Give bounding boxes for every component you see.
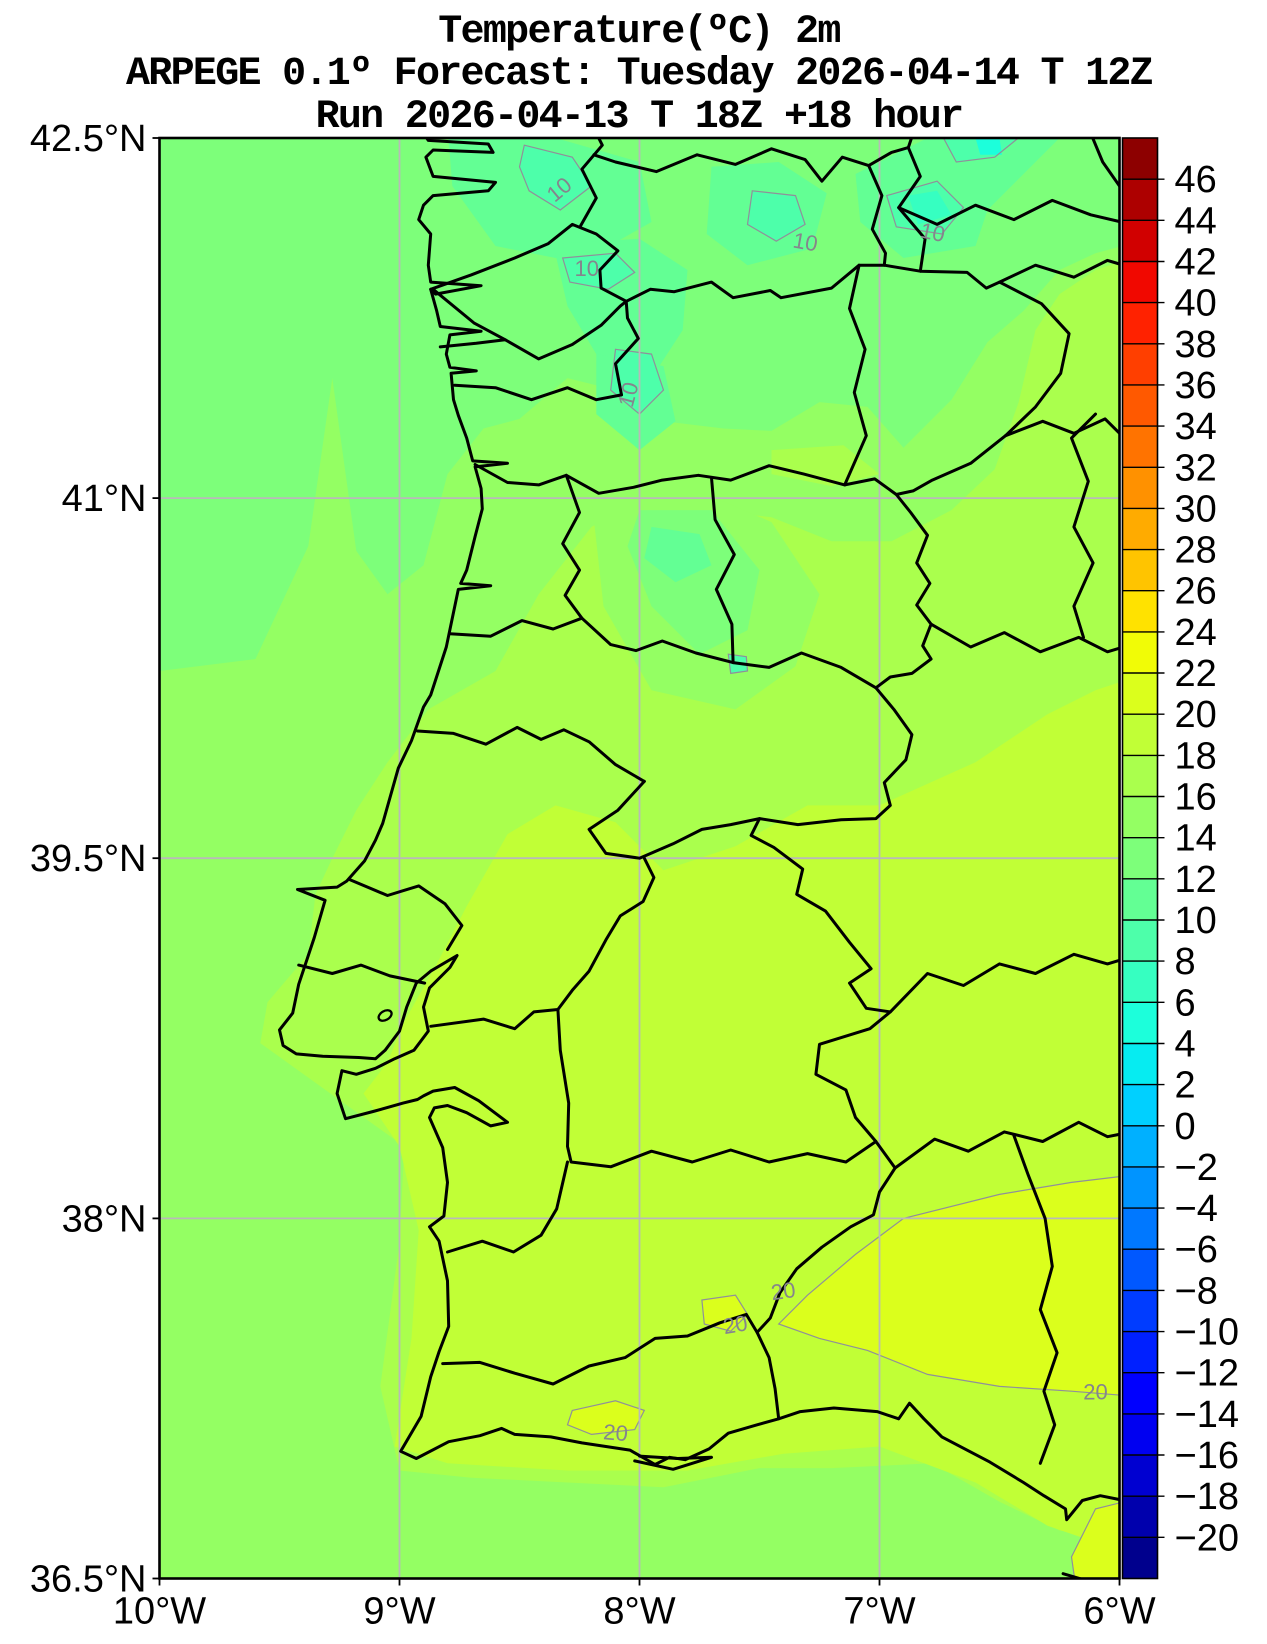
svg-text:−10: −10 (1175, 1312, 1239, 1354)
svg-text:20: 20 (769, 1277, 797, 1305)
svg-text:−18: −18 (1175, 1476, 1239, 1518)
svg-text:36.5°N: 36.5°N (30, 1559, 147, 1601)
svg-text:46: 46 (1175, 159, 1217, 201)
svg-text:26: 26 (1175, 571, 1217, 613)
svg-text:−14: −14 (1175, 1394, 1239, 1436)
svg-text:30: 30 (1175, 488, 1217, 530)
svg-text:10: 10 (918, 218, 947, 248)
svg-text:Temperature(ºC) 2m: Temperature(ºC) 2m (438, 10, 840, 55)
svg-text:20: 20 (602, 1419, 629, 1446)
svg-text:32: 32 (1175, 447, 1217, 489)
svg-text:2: 2 (1175, 1065, 1196, 1107)
svg-text:14: 14 (1175, 818, 1217, 860)
svg-text:38: 38 (1175, 324, 1217, 366)
svg-text:20: 20 (1083, 1379, 1107, 1404)
svg-text:16: 16 (1175, 777, 1217, 819)
svg-text:ARPEGE 0.1º Forecast: Tuesday: ARPEGE 0.1º Forecast: Tuesday 2026-04-14… (126, 52, 1153, 97)
svg-text:42.5°N: 42.5°N (30, 118, 147, 160)
svg-text:0: 0 (1175, 1106, 1196, 1148)
svg-text:42: 42 (1175, 242, 1217, 284)
svg-text:10: 10 (1175, 900, 1217, 942)
svg-text:6°W: 6°W (1083, 1591, 1155, 1633)
svg-text:8: 8 (1175, 941, 1196, 983)
svg-text:8°W: 8°W (603, 1591, 675, 1633)
svg-text:38°N: 38°N (62, 1198, 147, 1240)
svg-text:−8: −8 (1175, 1270, 1218, 1312)
svg-text:4: 4 (1175, 1024, 1196, 1066)
svg-text:Run 2026-04-13 T 18Z +18 hour: Run 2026-04-13 T 18Z +18 hour (316, 95, 963, 140)
svg-text:−2: −2 (1175, 1147, 1218, 1189)
svg-text:20: 20 (1175, 694, 1217, 736)
svg-text:39.5°N: 39.5°N (30, 838, 147, 880)
svg-text:10: 10 (574, 256, 598, 281)
svg-text:41°N: 41°N (62, 478, 147, 520)
svg-text:10: 10 (791, 228, 819, 257)
svg-text:28: 28 (1175, 530, 1217, 572)
svg-text:20: 20 (721, 1310, 749, 1339)
svg-text:−16: −16 (1175, 1435, 1239, 1477)
svg-text:24: 24 (1175, 612, 1217, 654)
svg-text:−12: −12 (1175, 1353, 1239, 1395)
svg-text:−4: −4 (1175, 1188, 1218, 1230)
svg-text:9°W: 9°W (363, 1591, 435, 1633)
svg-text:7°W: 7°W (843, 1591, 915, 1633)
svg-text:−6: −6 (1175, 1229, 1218, 1271)
svg-text:36: 36 (1175, 365, 1217, 407)
svg-text:22: 22 (1175, 653, 1217, 695)
svg-text:−20: −20 (1175, 1517, 1239, 1559)
svg-text:44: 44 (1175, 200, 1217, 242)
svg-text:40: 40 (1175, 283, 1217, 325)
svg-text:6: 6 (1175, 982, 1196, 1024)
svg-text:12: 12 (1175, 859, 1217, 901)
svg-text:10°W: 10°W (113, 1591, 206, 1633)
svg-text:34: 34 (1175, 406, 1217, 448)
svg-text:18: 18 (1175, 735, 1217, 777)
